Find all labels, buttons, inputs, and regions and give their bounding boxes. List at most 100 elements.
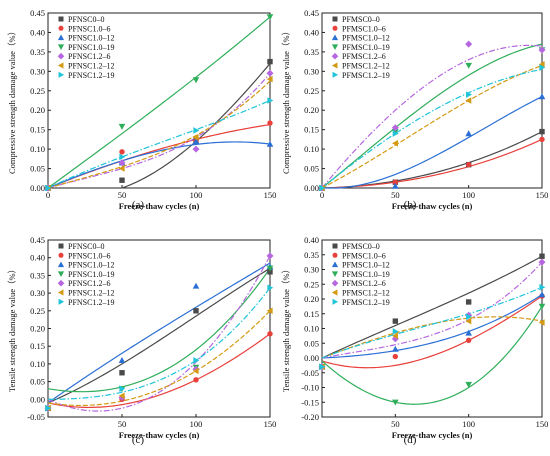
- data-point: [119, 370, 125, 376]
- y-tick-label: 0.45: [30, 235, 45, 245]
- data-point: [539, 128, 545, 135]
- legend-label: PFMSC1.2–6: [342, 52, 386, 61]
- y-tick-label: 0.15: [304, 125, 319, 135]
- data-point: [193, 377, 199, 383]
- data-point: [465, 299, 472, 305]
- legend-marker: [331, 279, 339, 287]
- data-point: [392, 130, 399, 137]
- y-axis-label: Compressive strength damage value（%）: [7, 27, 17, 174]
- data-point: [266, 265, 274, 272]
- data-point: [266, 252, 274, 260]
- data-point: [267, 120, 273, 126]
- legend-label: PFMSC1.2–6: [342, 279, 386, 288]
- data-point: [392, 318, 399, 324]
- y-tick-label: 0.40: [30, 27, 45, 37]
- y-tick-label: 0.25: [304, 279, 319, 289]
- legend-label: PFMSC1.0–6: [342, 24, 386, 33]
- y-tick-label: -0.05: [301, 368, 319, 378]
- y-tick-label: 0.25: [30, 306, 45, 316]
- data-point: [119, 177, 125, 183]
- y-tick-label: 0.15: [30, 341, 45, 351]
- data-point: [465, 62, 472, 69]
- legend-marker: [57, 52, 65, 60]
- data-point: [466, 91, 472, 98]
- legend-marker: [332, 298, 339, 305]
- x-tick-label: 50: [118, 419, 127, 429]
- legend-marker: [331, 52, 339, 60]
- data-point: [45, 404, 52, 412]
- legend-marker: [331, 44, 339, 50]
- y-tick-label: 0.15: [30, 125, 45, 135]
- legend-label: PFNSC1.0–6: [68, 24, 110, 33]
- legend: PFMSC0–0PFMSC1.0–6PFMSC1.0–12PFMSC1.0–19…: [331, 242, 390, 307]
- data-point: [118, 357, 126, 363]
- x-tick-label: 150: [536, 190, 549, 200]
- data-point: [392, 328, 399, 335]
- data-point: [192, 145, 200, 153]
- fit-curve-7: [321, 68, 543, 189]
- data-point: [266, 75, 273, 83]
- legend-marker: [58, 298, 65, 305]
- x-tick-label: 50: [391, 190, 400, 200]
- data-point: [466, 313, 472, 320]
- data-point: [539, 283, 546, 291]
- legend-label: PFMSC0–0: [342, 242, 380, 251]
- data-point: [465, 40, 473, 48]
- y-tick-label: 0.15: [304, 309, 319, 319]
- fit-curve-6: [47, 80, 271, 189]
- y-tick-label: 0.20: [304, 105, 319, 115]
- legend-label: PFNSC1.0–12: [68, 261, 114, 270]
- data-point: [538, 93, 546, 100]
- y-tick-label: 0.35: [30, 47, 45, 57]
- fit-curve-3: [47, 141, 271, 189]
- legend-label: PFNSC1.0–19: [68, 43, 114, 52]
- legend-marker: [331, 261, 339, 268]
- fit-curve-6: [321, 64, 543, 189]
- data-point: [319, 363, 326, 371]
- data-point: [539, 64, 546, 71]
- legend-label: PFNSC1.2–19: [68, 71, 114, 80]
- fit-curve-3: [321, 294, 543, 359]
- data-point: [118, 123, 126, 130]
- data-point: [192, 282, 200, 289]
- data-point: [118, 159, 126, 167]
- legend-label: PFMSC1.2–19: [342, 298, 390, 307]
- panel-label: (c): [132, 434, 145, 446]
- legend-label: PFNSC1.2–19: [68, 298, 114, 307]
- y-tick-label: 0.25: [30, 86, 45, 96]
- y-tick-label: 0.30: [30, 288, 45, 298]
- y-tick-label: 0.00: [30, 394, 45, 404]
- data-point: [392, 399, 399, 406]
- legend-label: PFNSC1.2–12: [68, 289, 114, 298]
- fit-curve-1: [47, 267, 271, 404]
- plot-frame: [321, 12, 543, 189]
- x-tick-label: 0: [320, 190, 324, 200]
- legend: PFNSC0–0PFNSC1.0–6PFNSC1.0–12PFNSC1.0–19…: [57, 242, 114, 307]
- y-tick-label: 0.35: [304, 47, 319, 57]
- legend-marker: [331, 62, 338, 69]
- fit-curve-2: [47, 333, 271, 409]
- legend-label: PFNSC1.0–6: [68, 251, 110, 260]
- legend-marker: [331, 271, 339, 277]
- y-tick-label: 0.30: [304, 66, 319, 76]
- data-point: [465, 317, 472, 325]
- y-tick-label: 0.00: [30, 183, 45, 193]
- data-point: [465, 161, 472, 168]
- y-axis-label: Tensile strength damage value（%）: [7, 265, 17, 392]
- data-point: [193, 357, 200, 364]
- legend: PFMSC0–0PFMSC1.0–6PFMSC1.0–12PFMSC1.0–19…: [331, 15, 390, 80]
- data-point: [538, 46, 546, 54]
- fit-curve-1: [321, 131, 543, 189]
- data-point: [266, 69, 274, 77]
- x-tick-label: 0: [46, 190, 50, 200]
- x-tick-label: 50: [118, 190, 127, 200]
- chart-panel-3: -0.05 0.00 0.05 0.10 0.15 0.20 0.25 0.30 0.35 0.4…: [7, 235, 276, 446]
- data-point: [119, 149, 125, 155]
- data-point: [538, 258, 546, 266]
- data-point: [392, 353, 399, 360]
- y-tick-label: -0.10: [301, 383, 319, 393]
- data-point: [465, 381, 472, 388]
- data-point: [192, 134, 199, 141]
- fit-curve-7: [321, 286, 543, 359]
